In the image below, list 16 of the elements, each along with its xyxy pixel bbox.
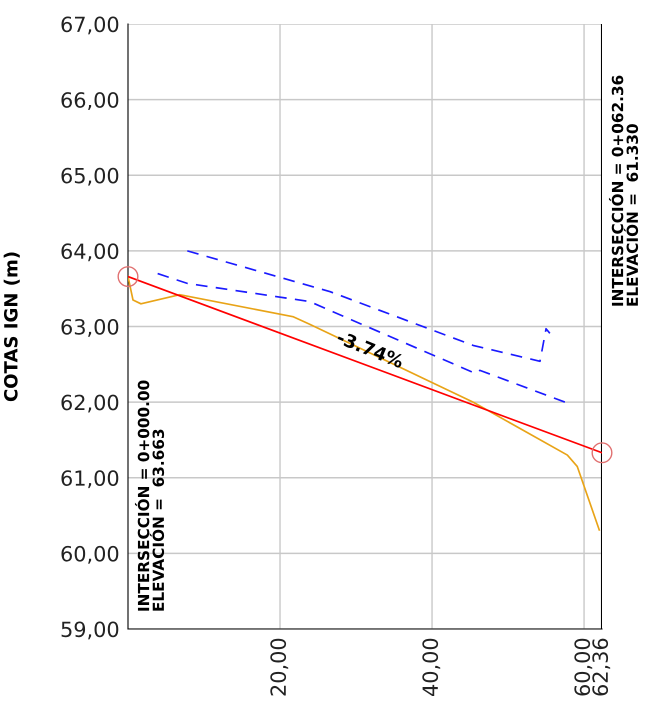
y-tick-label: 67,00 [61, 16, 118, 34]
y-tick-label: 65,00 [61, 168, 118, 186]
y-tick-label: 61,00 [61, 470, 118, 488]
y-tick-label: 62,00 [61, 394, 118, 412]
y-tick-label: 64,00 [61, 243, 118, 262]
y-tick-label: 59,00 [62, 621, 118, 640]
x-tick-label: 20,00 [270, 638, 288, 696]
x-tick-label: 60,00 [574, 638, 592, 696]
y-tick-label: 60,00 [61, 546, 118, 564]
y-axis-title: COTAS IGN (m) [4, 252, 20, 402]
annotation: INTERSECCIÓN = 0+000.00 ELEVACIÓN = 63.663 [134, 380, 164, 611]
x-tick-label: 62,36 [592, 638, 610, 696]
y-tick-label: 66,00 [61, 92, 118, 110]
text: INTERSECCIÓN = 0+062.36 ELEVACIÓN = 61.330 [608, 76, 638, 306]
y-tick-label: 63,00 [61, 318, 118, 337]
x-tick-label: 40,00 [422, 638, 440, 696]
